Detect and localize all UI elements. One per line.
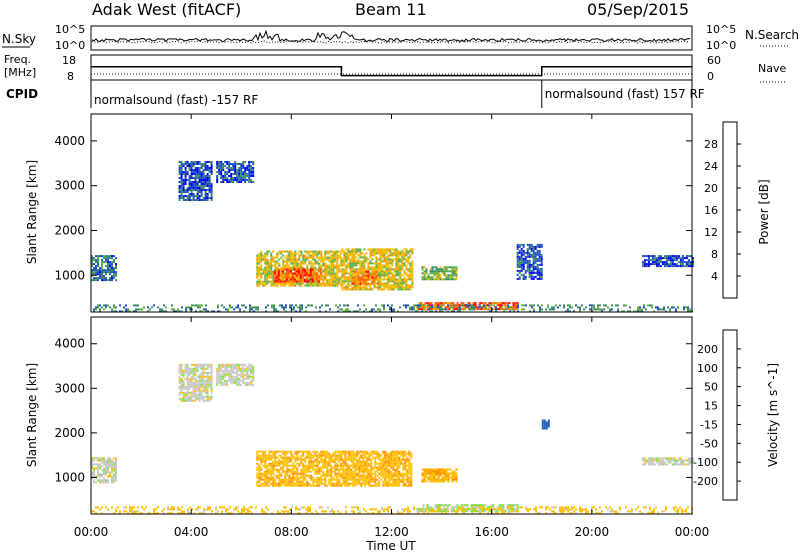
freq-label-1: Freq. [4,53,31,66]
power-colorbar-label: Power [dB] [757,179,771,244]
power-colorbar: 28 24 20 16 12 8 4 [704,121,741,299]
colorbar-tick-label: 8 [711,248,718,261]
freq-traces [91,66,692,77]
colorbar-tick-label: 15 [704,400,718,413]
x-axis-label: Time UT [365,539,416,553]
velocity-region [91,457,117,484]
velocity-y-ticks [91,343,692,478]
power-region [351,270,380,285]
power-region [178,161,213,201]
colorbar-tick-label: 50 [704,381,718,394]
colorbar-frame [722,121,738,299]
colorbar-tick-label: -100 [693,456,718,469]
x-tick-00: 00:00 [74,525,109,539]
cpid-segment-2: normalsound (fast) 157 RF [545,87,705,101]
power-region [641,255,694,268]
power-ytick-1000: 1000 [54,268,85,282]
colorbar-tick-label: 200 [697,343,718,356]
search-noise-trace [91,40,691,44]
freq-label-2: [MHz] [4,66,36,79]
velocity-region [641,457,694,466]
colorbar-tick-label: 20 [704,182,718,195]
velocity-region [421,468,458,483]
colorbar-tick-label: -15 [700,418,718,431]
power-region [421,266,458,281]
velocity-region [91,506,693,515]
x-tick-16: 16:00 [474,525,509,539]
x-tick-12: 12:00 [374,525,409,539]
noise-left-tick-top: 10^5 [55,23,85,36]
power-region [216,161,255,183]
velocity-ylabel: Slant Range [km] [25,363,39,467]
colorbar-frame [722,329,738,501]
colorbar-tick-label: -200 [693,475,718,488]
noise-left-label: N.Sky [2,32,36,46]
freq-right-tick-bottom: 0 [707,70,714,83]
velocity-region [541,419,550,430]
noise-right-label: N.Search [745,28,799,42]
colorbar-tick-label: 4 [711,270,718,283]
x-tick-04: 04:00 [174,525,209,539]
power-region [516,243,543,280]
noise-panel-frame [90,25,693,51]
date-title: 05/Sep/2015 [587,0,689,19]
velocity-region [178,363,213,402]
velocity-ytick-3000: 3000 [54,381,85,395]
velocity-heatmap [91,363,694,515]
noise-right-tick-top: 10^5 [706,23,736,36]
colorbar-tick-label: 100 [697,362,718,375]
power-region [91,255,117,282]
power-y-ticks [91,140,692,276]
freq-left-tick-top: 18 [62,54,76,67]
beam-title: Beam 11 [355,0,427,19]
power-ylabel: Slant Range [km] [25,160,39,264]
power-region [273,268,322,283]
velocity-ytick-4000: 4000 [54,337,85,351]
nave-label: Nave [758,62,786,75]
noise-traces [91,29,691,44]
freq-left-tick-bottom: 8 [67,70,74,83]
power-ytick-3000: 3000 [54,179,85,193]
power-ytick-4000: 4000 [54,134,85,148]
power-heatmap [91,161,694,313]
x-tick-20: 20:00 [575,525,610,539]
power-ytick-2000: 2000 [54,223,85,237]
velocity-ytick-1000: 1000 [54,470,85,484]
x-axis-ticks [90,114,693,514]
freq-right-tick-top: 60 [707,54,721,67]
sky-noise-trace [91,29,691,43]
site-title: Adak West (fitACF) [92,0,241,19]
noise-right-tick-bottom: 10^0 [706,39,736,52]
colorbar-tick-label: 28 [704,138,718,151]
x-tick-24: 00:00 [675,525,710,539]
colorbar-tick-label: 12 [704,226,718,239]
x-tick-08: 08:00 [274,525,309,539]
colorbar-tick-label: 16 [704,204,718,217]
velocity-colorbar: 200 100 50 15 -15 -50 -100 -200 [693,329,741,501]
cpid-segment-1: normalsound (fast) -157 RF [94,93,258,107]
power-region [93,304,693,313]
colorbar-tick-label: -50 [700,437,718,450]
velocity-colorbar-label: Velocity [m s^-1] [766,363,780,467]
freq-trace [91,66,692,77]
cpid-label: CPID [6,87,38,101]
colorbar-tick-label: 24 [704,160,718,173]
noise-left-tick-bottom: 10^0 [55,39,85,52]
velocity-region [216,363,255,386]
velocity-region [256,450,413,487]
velocity-ytick-2000: 2000 [54,426,85,440]
